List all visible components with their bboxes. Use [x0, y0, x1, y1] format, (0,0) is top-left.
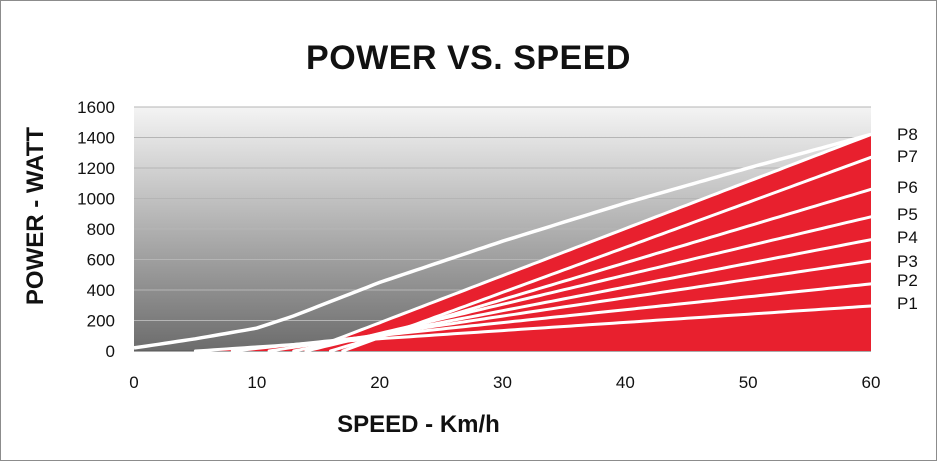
series-label-p1: P1	[897, 294, 918, 313]
series-label-p4: P4	[897, 228, 918, 247]
x-tick-label-5: 50	[739, 373, 758, 392]
area-series	[133, 132, 873, 353]
x-axis-label-text: SPEED - Km/h	[337, 411, 500, 438]
y-tick-label-0: 0	[106, 342, 115, 361]
y-tick-label-3: 600	[87, 251, 115, 270]
series-label-p5: P5	[897, 205, 918, 224]
band-p1	[195, 306, 871, 351]
series-line-p7	[341, 155, 873, 353]
y-tick-label-7: 1400	[77, 129, 115, 148]
x-tick-label-4: 40	[616, 373, 635, 392]
x-tick-label-0: 0	[129, 373, 138, 392]
x-tick-label-6: 60	[862, 373, 881, 392]
y-tick-label-2: 400	[87, 281, 115, 300]
y-tick-label-4: 800	[87, 220, 115, 239]
x-tick-label-1: 10	[247, 373, 266, 392]
series-label-p8: P8	[897, 125, 918, 144]
x-axis-label: SPEED - Km/h	[1, 411, 936, 439]
series-label-p2: P2	[897, 271, 918, 290]
y-tick-label-8: 1600	[77, 98, 115, 117]
tick-labels: 0 200 400 600 800 1000 1200 1400 1600 0 10 20 30 40 50…	[77, 98, 880, 392]
x-tick-label-2: 20	[370, 373, 389, 392]
envelope-line	[133, 132, 872, 350]
chart-title: POWER VS. SPEED	[306, 39, 631, 77]
series-label-p6: P6	[897, 178, 918, 197]
y-tick-label-1: 200	[87, 312, 115, 331]
series-line-p8	[304, 133, 873, 353]
y-tick-label-5: 1000	[77, 190, 115, 209]
x-tick-label-3: 30	[493, 373, 512, 392]
series-label-p3: P3	[897, 252, 918, 271]
y-tick-label-6: 1200	[77, 159, 115, 178]
series-label-p7: P7	[897, 147, 918, 166]
